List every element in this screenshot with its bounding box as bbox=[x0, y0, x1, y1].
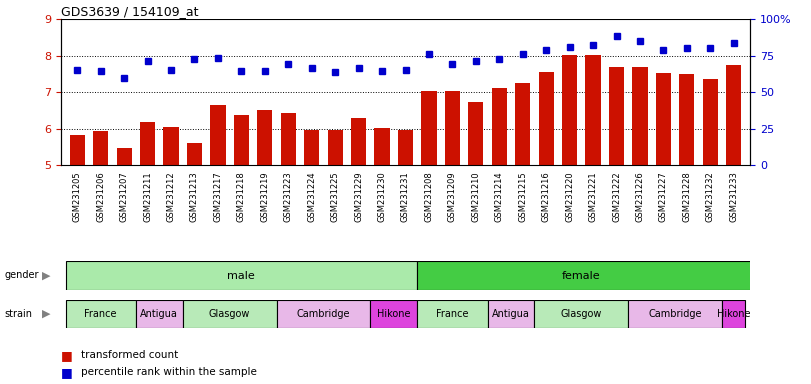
Bar bbox=[66, 261, 417, 290]
Bar bbox=[182, 300, 277, 328]
Bar bbox=[187, 143, 202, 165]
Bar bbox=[351, 118, 367, 165]
Bar bbox=[234, 115, 249, 165]
Text: Cambridge: Cambridge bbox=[297, 309, 350, 319]
Bar bbox=[70, 135, 85, 165]
Text: male: male bbox=[228, 270, 255, 281]
Bar bbox=[539, 72, 554, 165]
Bar bbox=[702, 79, 718, 165]
Bar bbox=[422, 91, 436, 165]
Text: gender: gender bbox=[4, 270, 39, 280]
Text: Hikone: Hikone bbox=[377, 309, 410, 319]
Bar bbox=[468, 103, 483, 165]
Text: France: France bbox=[84, 309, 117, 319]
Text: ■: ■ bbox=[61, 366, 72, 379]
Bar bbox=[163, 127, 178, 165]
Text: France: France bbox=[436, 309, 469, 319]
Bar bbox=[136, 300, 182, 328]
Bar bbox=[534, 300, 629, 328]
Text: Antigua: Antigua bbox=[492, 309, 530, 319]
Bar bbox=[140, 122, 155, 165]
Bar bbox=[210, 105, 225, 165]
Bar bbox=[417, 300, 487, 328]
Bar bbox=[398, 131, 413, 165]
Text: GDS3639 / 154109_at: GDS3639 / 154109_at bbox=[61, 5, 199, 18]
Bar bbox=[656, 73, 671, 165]
Text: ▶: ▶ bbox=[42, 309, 50, 319]
Bar bbox=[633, 67, 648, 165]
Bar bbox=[491, 88, 507, 165]
Bar bbox=[680, 74, 694, 165]
Bar bbox=[304, 130, 320, 165]
Text: transformed count: transformed count bbox=[81, 350, 178, 360]
Bar bbox=[117, 147, 131, 165]
Bar bbox=[417, 261, 757, 290]
Text: strain: strain bbox=[4, 309, 32, 319]
Bar bbox=[726, 65, 741, 165]
Bar bbox=[515, 83, 530, 165]
Bar bbox=[487, 300, 534, 328]
Bar bbox=[281, 113, 296, 165]
Bar bbox=[629, 300, 722, 328]
Bar bbox=[277, 300, 371, 328]
Bar bbox=[722, 300, 745, 328]
Bar bbox=[586, 55, 601, 165]
Text: ▶: ▶ bbox=[42, 270, 50, 280]
Text: ■: ■ bbox=[61, 349, 72, 362]
Text: Glasgow: Glasgow bbox=[209, 309, 251, 319]
Bar bbox=[257, 110, 272, 165]
Bar bbox=[375, 127, 389, 165]
Bar bbox=[371, 300, 417, 328]
Bar bbox=[93, 131, 109, 165]
Bar bbox=[609, 67, 624, 165]
Text: female: female bbox=[562, 270, 601, 281]
Text: Antigua: Antigua bbox=[140, 309, 178, 319]
Bar bbox=[328, 131, 343, 165]
Bar bbox=[444, 91, 460, 165]
Text: Cambridge: Cambridge bbox=[648, 309, 702, 319]
Bar bbox=[66, 300, 136, 328]
Text: percentile rank within the sample: percentile rank within the sample bbox=[81, 367, 257, 377]
Bar bbox=[562, 55, 577, 165]
Text: Hikone: Hikone bbox=[717, 309, 750, 319]
Text: Glasgow: Glasgow bbox=[560, 309, 602, 319]
